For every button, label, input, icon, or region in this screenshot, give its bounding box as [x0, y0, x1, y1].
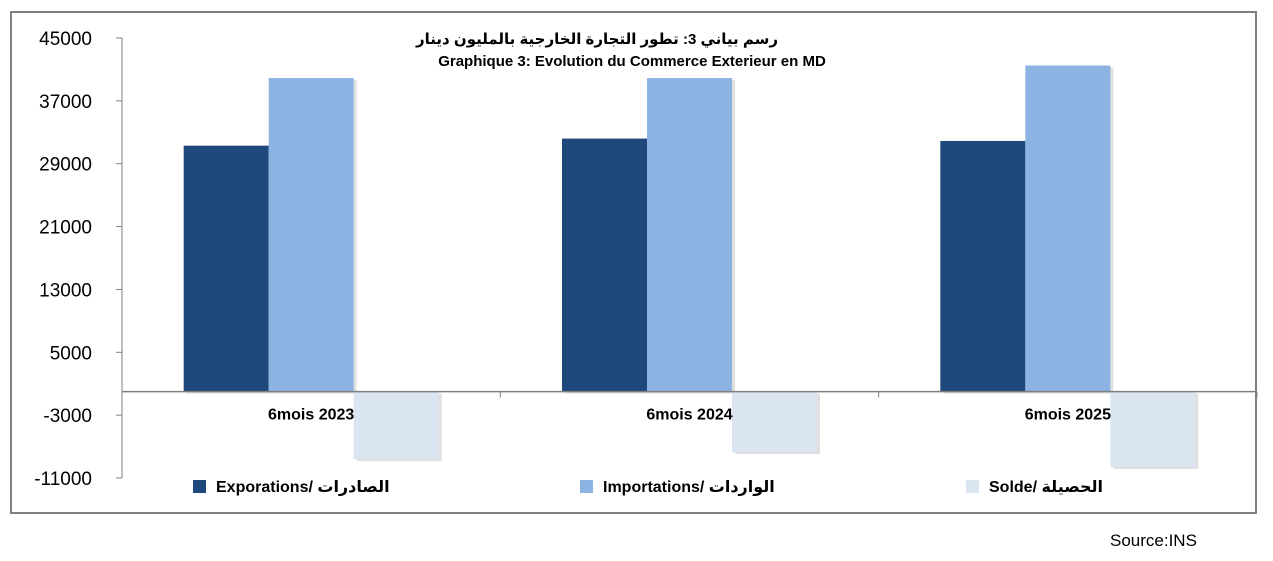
legend-swatch: [966, 480, 979, 493]
y-tick-label: 13000: [39, 280, 92, 301]
y-tick-label: -3000: [43, 406, 92, 427]
bars: [183, 65, 1199, 469]
y-tick-label: -11000: [34, 469, 92, 490]
y-tick-label: 5000: [50, 343, 92, 364]
x-tick-label: 6mois 2024: [646, 407, 732, 424]
y-tick-label: 29000: [39, 155, 92, 176]
legend-label: Exporations/ الصادرات: [216, 479, 390, 496]
x-tick-label: 6mois 2025: [1025, 407, 1111, 424]
y-tick-label: 45000: [39, 29, 92, 50]
bar: [732, 391, 817, 453]
x-tick-label: 6mois 2023: [268, 407, 354, 424]
x-axis: 6mois 2023 6mois 2024 6mois 2025: [121, 390, 1258, 424]
bar: [268, 78, 354, 392]
y-axis: 45000 37000 29000 21000 13000 5000 -3000 -11000: [34, 29, 123, 490]
source-note: Source:INS: [1110, 531, 1197, 550]
chart-title: رسم بياني 3: تطور التجارة الخارجية بالمل…: [415, 31, 778, 48]
bar: [647, 78, 732, 392]
bar: [353, 391, 439, 460]
bar: [1025, 65, 1111, 392]
bar: [183, 145, 269, 392]
bar: [562, 138, 647, 392]
y-tick-label: 21000: [39, 218, 92, 239]
legend: Exporations/ الصادرات Importations/ الوار…: [193, 479, 1103, 496]
bar: [1110, 391, 1196, 467]
bar: [940, 140, 1026, 392]
legend-swatch: [580, 480, 593, 493]
legend-label: Importations/ الواردات: [603, 479, 775, 496]
legend-swatch: [193, 480, 206, 493]
y-tick-label: 37000: [39, 92, 92, 113]
chart-subtitle: Graphique 3: Evolution du Commerce Exter…: [438, 53, 826, 70]
legend-label: Solde/ الحصيلة: [989, 479, 1103, 496]
